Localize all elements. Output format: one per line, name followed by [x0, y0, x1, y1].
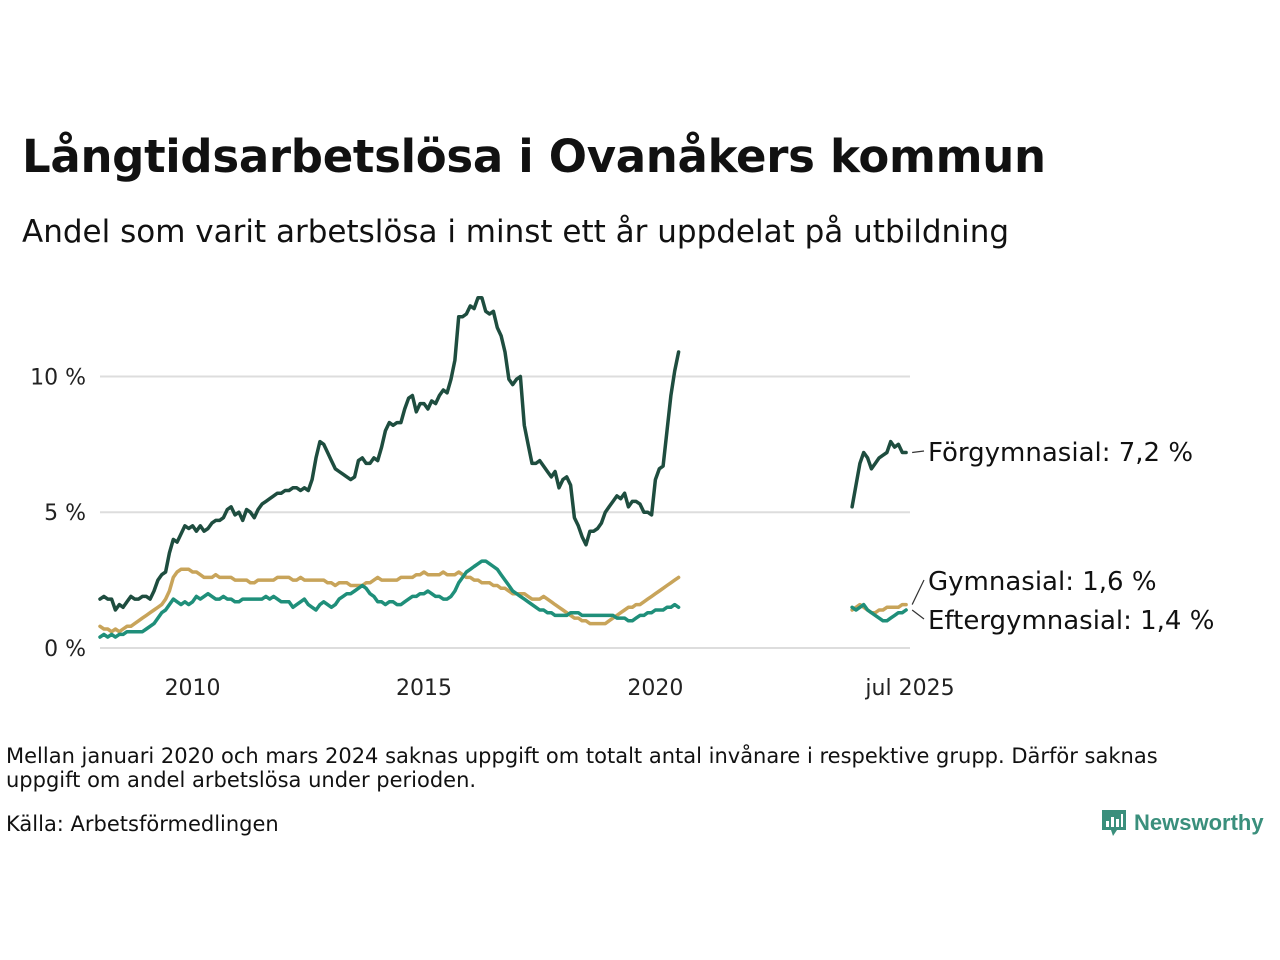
brand-logo[interactable]: Newsworthy	[1100, 808, 1264, 838]
y-tick-label: 10 %	[30, 365, 86, 390]
y-tick-label: 5 %	[44, 501, 86, 526]
series-end-label: Eftergymnasial: 1,4 %	[928, 606, 1214, 636]
series-end-label: Gymnasial: 1,6 %	[928, 567, 1157, 597]
x-axis-ticks: 2010 2015 2020 jul 2025	[165, 676, 955, 701]
grid-lines	[100, 375, 910, 649]
x-tick-label: 2020	[627, 676, 683, 701]
brand-name: Newsworthy	[1134, 810, 1264, 835]
chart-subtitle: Andel som varit arbetslösa i minst ett å…	[22, 214, 1010, 250]
newsworthy-logo-icon	[1102, 810, 1126, 836]
x-tick-label: 2010	[165, 676, 221, 701]
label-connector	[912, 450, 925, 454]
x-tick-label: jul 2025	[864, 676, 954, 701]
series-line	[98, 295, 681, 612]
series-line	[98, 567, 681, 634]
label-connector	[911, 579, 925, 605]
x-tick-label: 2015	[396, 676, 452, 701]
series-line	[98, 559, 681, 639]
series-end-labels: Förgymnasial: 7,2 % Gymnasial: 1,6 % Efter…	[911, 438, 1214, 636]
line-chart: 0 % 5 % 10 % 2010 2015 2020 jul 2025 Förgymna…	[30, 295, 1214, 701]
y-axis-ticks: 0 % 5 % 10 %	[30, 365, 86, 662]
series-line	[850, 602, 908, 623]
series-end-label: Förgymnasial: 7,2 %	[928, 438, 1193, 468]
series-line	[850, 439, 908, 509]
series-lines	[98, 295, 908, 639]
y-tick-label: 0 %	[44, 637, 86, 662]
chart-title: Långtidsarbetslösa i Ovanåkers kommun	[22, 130, 1046, 183]
footnote: Mellan januari 2020 och mars 2024 saknas…	[6, 744, 1158, 792]
label-connector	[911, 609, 925, 620]
source-note: Källa: Arbetsförmedlingen	[6, 812, 279, 836]
